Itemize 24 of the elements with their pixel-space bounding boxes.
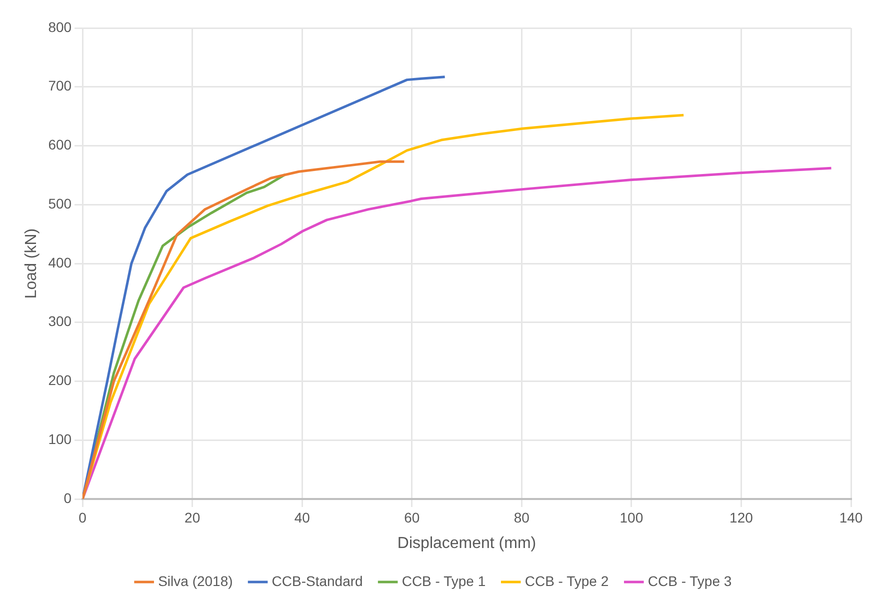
y-tick-label: 300 bbox=[48, 313, 72, 330]
legend-label: CCB-Standard bbox=[272, 572, 363, 589]
legend-label: CCB - Type 1 bbox=[402, 572, 486, 589]
y-tick-label: 0 bbox=[64, 490, 72, 506]
x-tick-label: 20 bbox=[184, 509, 200, 526]
x-axis-title: Displacement (mm) bbox=[397, 534, 536, 552]
y-tick-label: 800 bbox=[48, 18, 72, 35]
x-tick-label: 40 bbox=[294, 509, 310, 526]
legend-label: Silva (2018) bbox=[158, 572, 233, 589]
y-tick-label: 600 bbox=[48, 136, 72, 153]
legend-label: CCB - Type 2 bbox=[524, 572, 609, 589]
y-axis-title: Load (kN) bbox=[23, 228, 40, 299]
x-tick-label: 140 bbox=[839, 509, 863, 526]
y-tick-label: 400 bbox=[48, 254, 72, 270]
x-tick-label: 60 bbox=[404, 509, 420, 526]
y-tick-label: 700 bbox=[48, 78, 72, 94]
y-tick-label: 200 bbox=[48, 372, 72, 388]
x-tick-label: 80 bbox=[514, 509, 530, 526]
x-tick-label: 100 bbox=[620, 509, 644, 526]
y-tick-label: 100 bbox=[48, 430, 72, 447]
y-tick-label: 500 bbox=[48, 195, 72, 212]
x-tick-label: 120 bbox=[730, 509, 754, 526]
legend-label: CCB - Type 3 bbox=[648, 572, 732, 589]
x-tick-label: 0 bbox=[78, 509, 87, 526]
